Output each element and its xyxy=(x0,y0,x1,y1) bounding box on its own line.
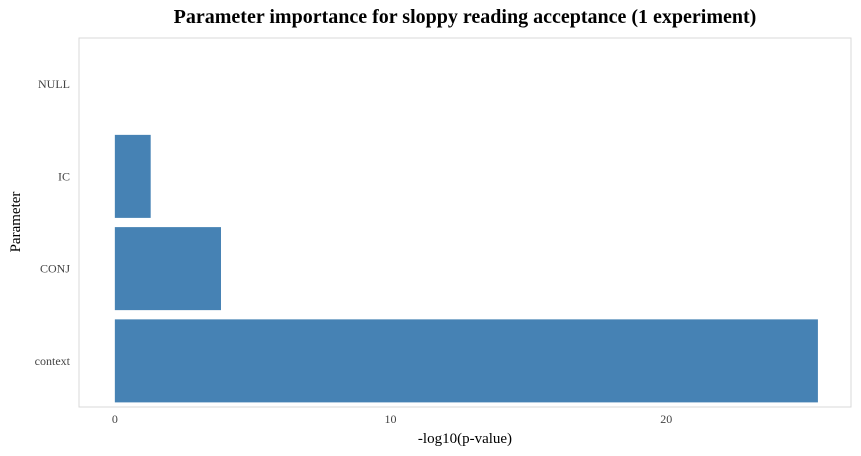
x-tick-labels: 0 10 20 xyxy=(112,412,672,426)
x-tick-label: 0 xyxy=(112,412,118,426)
y-tick-label-null: NULL xyxy=(38,77,70,91)
y-axis-title: Parameter xyxy=(8,192,24,253)
y-tick-label-context: context xyxy=(35,354,71,368)
x-axis-title: -log10(p-value) xyxy=(418,431,512,447)
y-tick-labels: NULL IC CONJ context xyxy=(35,77,71,368)
x-tick-label: 10 xyxy=(385,412,397,426)
bar-context xyxy=(114,319,818,403)
x-tick-label: 20 xyxy=(660,412,672,426)
plot-panel xyxy=(78,37,852,408)
y-tick-label-ic: IC xyxy=(58,169,70,183)
chart-title: Parameter importance for sloppy reading … xyxy=(174,6,757,28)
bar-ic xyxy=(114,134,151,218)
y-tick-label-conj: CONJ xyxy=(40,262,70,276)
bar-conj xyxy=(114,227,221,311)
bars-group xyxy=(114,134,818,403)
